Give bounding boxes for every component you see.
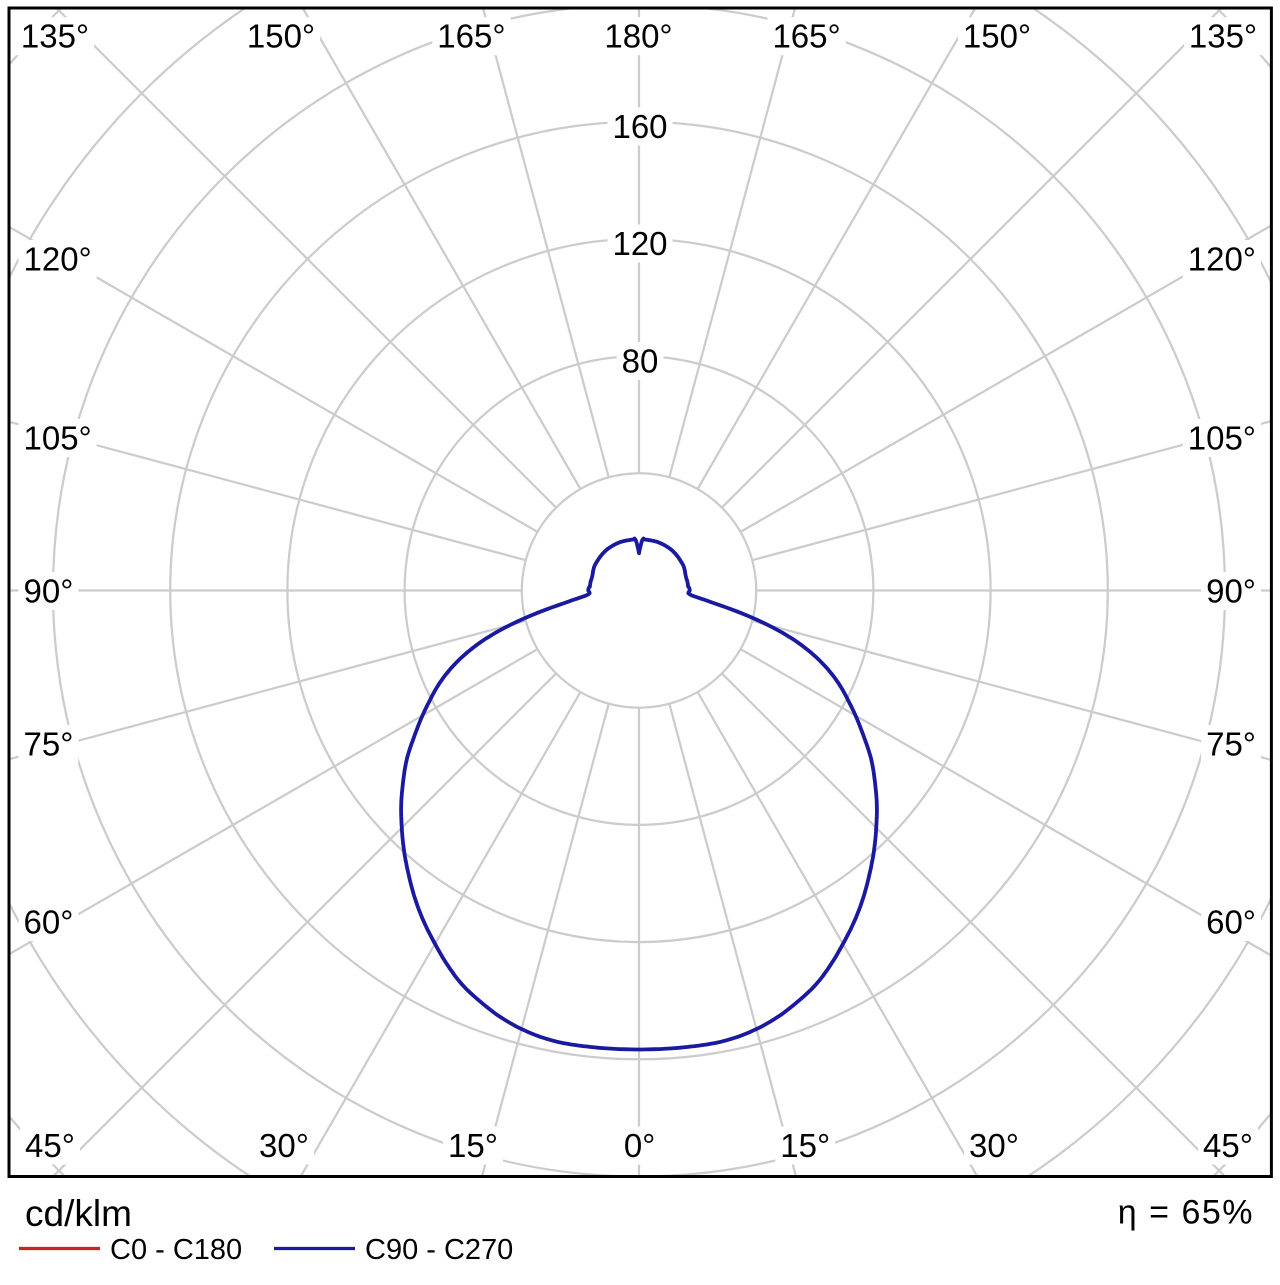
svg-text:45°: 45° [1203, 1127, 1253, 1164]
svg-text:0°: 0° [624, 1127, 656, 1164]
svg-text:90°: 90° [1206, 572, 1256, 609]
svg-text:105°: 105° [24, 419, 92, 456]
svg-text:150°: 150° [247, 18, 315, 55]
svg-text:180°: 180° [604, 18, 672, 55]
svg-text:30°: 30° [259, 1127, 309, 1164]
svg-text:15°: 15° [448, 1127, 498, 1164]
svg-text:120°: 120° [1188, 240, 1256, 277]
svg-text:120°: 120° [24, 240, 92, 277]
svg-text:30°: 30° [969, 1127, 1019, 1164]
svg-text:cd/klm: cd/klm [25, 1193, 132, 1234]
svg-text:η = 65%: η = 65% [1118, 1194, 1254, 1232]
svg-text:120: 120 [612, 225, 667, 262]
svg-text:C0 - C180: C0 - C180 [110, 1234, 242, 1266]
svg-text:90°: 90° [24, 572, 74, 609]
svg-text:150°: 150° [963, 18, 1031, 55]
svg-text:15°: 15° [780, 1127, 830, 1164]
svg-text:105°: 105° [1188, 419, 1256, 456]
svg-text:165°: 165° [772, 18, 840, 55]
svg-text:135°: 135° [21, 18, 89, 55]
svg-text:75°: 75° [24, 725, 74, 762]
svg-text:80: 80 [622, 342, 659, 379]
svg-text:45°: 45° [25, 1127, 75, 1164]
svg-text:60°: 60° [24, 903, 74, 940]
svg-text:75°: 75° [1206, 725, 1256, 762]
svg-text:165°: 165° [437, 18, 505, 55]
svg-text:60°: 60° [1206, 903, 1256, 940]
svg-text:C90 - C270: C90 - C270 [365, 1234, 513, 1266]
svg-text:160: 160 [612, 108, 667, 145]
svg-text:135°: 135° [1189, 18, 1257, 55]
